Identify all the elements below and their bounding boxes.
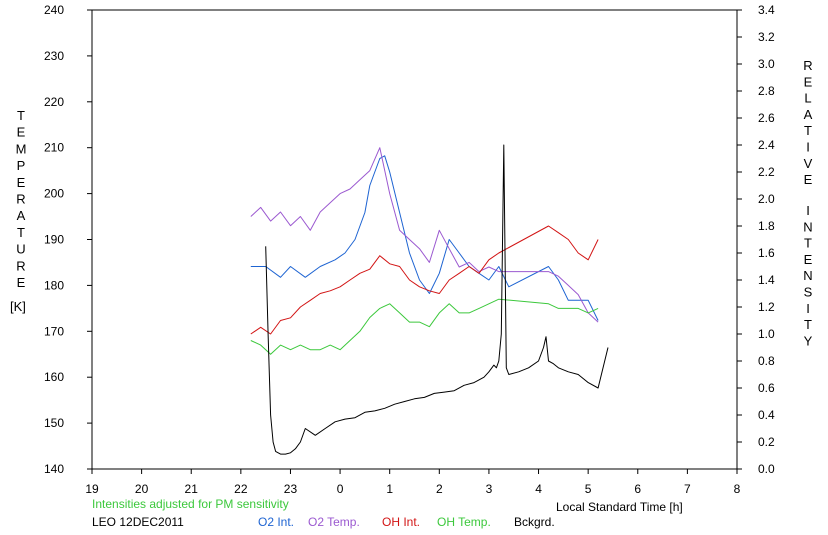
y-left-tick-label: 200 [44, 187, 64, 201]
y-right-label-letter: I [806, 301, 810, 316]
y-left-label-letter: T [17, 225, 25, 240]
y-left-label-letter: T [17, 108, 25, 123]
y-left-tick-label: 190 [44, 233, 64, 247]
y-left-label-letter: E [17, 125, 26, 140]
y-right-label-letter: N [803, 219, 812, 234]
x-tick-label: 5 [585, 482, 592, 496]
y-right-tick-label: 0.4 [758, 408, 775, 422]
series-line-oh-temp [250, 298, 599, 355]
y-right-label-letter: V [804, 156, 813, 171]
x-tick-label: 23 [284, 482, 298, 496]
legend-o2-int: O2 Int. [258, 515, 295, 529]
y-left-tick-label: 220 [44, 95, 64, 109]
y-right-tick-label: 3.2 [758, 30, 775, 44]
plot-border [91, 9, 738, 470]
y-right-label-letter: N [803, 268, 812, 283]
y-right-label-letter: E [804, 172, 813, 187]
y-right-tick-label: 2.2 [758, 165, 775, 179]
x-tick-label: 6 [634, 482, 641, 496]
y-right-tick-label: 3.4 [758, 3, 775, 17]
y-right-label-letter: I [806, 203, 810, 218]
x-tick-label: 7 [684, 482, 691, 496]
y-right-label-letter: E [804, 252, 813, 267]
y-right-tick-label: 3.0 [758, 57, 775, 71]
y-right-label-letter: A [804, 107, 813, 122]
sensitivity-note: Intensities adjusted for PM sensitivity [92, 497, 289, 511]
y-right-tick-label: 2.6 [758, 111, 775, 125]
series-group [250, 144, 609, 455]
x-tick-label: 21 [185, 482, 199, 496]
y-right-tick-label: 0.0 [758, 462, 775, 476]
x-tick-label: 8 [734, 482, 741, 496]
y-left-unit: [K] [10, 299, 26, 314]
x-tick-label: 19 [85, 482, 99, 496]
y-right-tick-label: 1.4 [758, 273, 775, 287]
axes-group: 19 20 21 22 23 0 1 2 3 4 5 6 7 8140150160170180190200… [16, 3, 813, 496]
x-tick-label: 3 [486, 482, 493, 496]
y-right-tick-label: 1.0 [758, 327, 775, 341]
y-right-tick-label: 2.0 [758, 192, 775, 206]
series-line-bckgrd [265, 144, 609, 455]
x-tick-label: 4 [535, 482, 542, 496]
y-left-tick-label: 230 [44, 49, 64, 63]
y-left-label-letter: A [17, 208, 26, 223]
y-left-label-letter: R [16, 192, 25, 207]
legend-o2-temp: O2 Temp. [308, 515, 360, 529]
station-label: LEO 12DEC2011 [92, 515, 184, 529]
y-left-tick-label: 140 [44, 462, 64, 476]
y-left-tick-label: 160 [44, 370, 64, 384]
y-right-tick-label: 0.6 [758, 381, 775, 395]
y-left-tick-label: 240 [44, 3, 64, 17]
y-right-label-letter: L [804, 91, 811, 106]
y-left-label-letter: M [16, 141, 27, 156]
x-tick-label: 1 [386, 482, 393, 496]
y-right-tick-label: 0.8 [758, 354, 775, 368]
y-right-tick-label: 2.8 [758, 84, 775, 98]
x-tick-label: 20 [135, 482, 149, 496]
legend-oh-int: OH Int. [382, 515, 421, 529]
y-right-label-letter: T [804, 123, 812, 138]
series-line-o2-temp [250, 147, 599, 323]
y-right-label-letter: I [806, 140, 810, 155]
y-right-label-letter: E [804, 74, 813, 89]
y-right-label-letter: R [803, 58, 812, 73]
y-left-tick-label: 210 [44, 141, 64, 155]
plot-frame [91, 9, 738, 470]
y-right-tick-label: 1.6 [758, 246, 775, 260]
y-right-tick-label: 1.8 [758, 219, 775, 233]
x-tick-label: 2 [436, 482, 443, 496]
y-right-label-letter: S [804, 285, 813, 300]
y-left-label-letter: P [17, 158, 26, 173]
x-axis-label: Local Standard Time [h] [556, 500, 683, 514]
y-right-tick-label: 2.4 [758, 138, 775, 152]
legend-bckgrd: Bckgrd. [514, 515, 555, 529]
y-right-label-letter: Y [804, 333, 813, 348]
y-left-tick-label: 170 [44, 324, 64, 338]
x-tick-label: 0 [337, 482, 344, 496]
y-right-tick-label: 1.2 [758, 300, 775, 314]
series-line-o2-int [250, 155, 599, 321]
y-left-label-letter: E [17, 175, 26, 190]
y-left-label-letter: R [16, 258, 25, 273]
y-right-tick-label: 0.2 [758, 435, 775, 449]
y-left-label-letter: E [17, 275, 26, 290]
y-left-tick-label: 150 [44, 416, 64, 430]
legend-oh-temp: OH Temp. [437, 515, 491, 529]
y-right-label-letter: T [804, 317, 812, 332]
y-right-label-letter: T [804, 236, 812, 251]
x-tick-label: 22 [234, 482, 248, 496]
y-left-tick-label: 180 [44, 278, 64, 292]
series-line-oh-int [250, 225, 599, 335]
y-left-label-letter: U [16, 242, 25, 257]
